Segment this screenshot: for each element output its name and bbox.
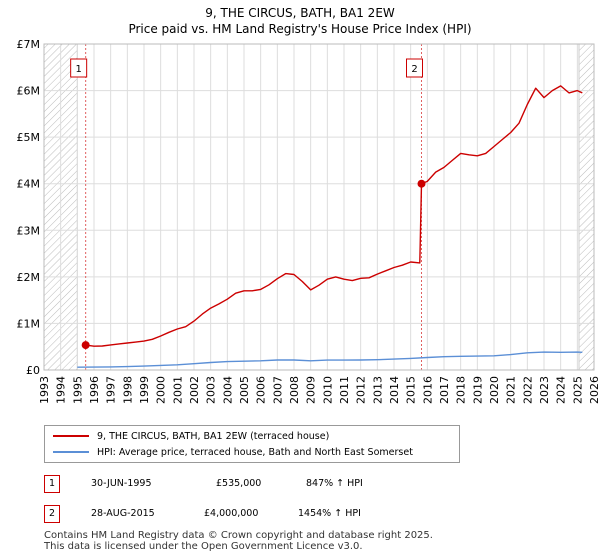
x-tick-label: 1998 xyxy=(121,376,134,404)
x-tick-label: 2012 xyxy=(355,376,368,404)
x-tick-label: 2009 xyxy=(305,376,318,404)
x-tick-label: 2017 xyxy=(438,376,451,404)
y-tick-label: £7M xyxy=(17,38,41,51)
x-tick-label: 2023 xyxy=(538,376,551,404)
legend-line-blue xyxy=(53,451,89,453)
x-tick-label: 2008 xyxy=(288,376,301,404)
legend-label: 9, THE CIRCUS, BATH, BA1 2EW (terraced h… xyxy=(97,430,330,442)
x-tick-label: 2000 xyxy=(155,376,168,404)
legend-item-hpi: HPI: Average price, terraced house, Bath… xyxy=(53,445,413,459)
footer: Contains HM Land Registry data © Crown c… xyxy=(44,530,433,552)
x-tick-label: 2003 xyxy=(205,376,218,404)
x-tick-label: 2005 xyxy=(238,376,251,404)
annotation-box xyxy=(70,58,88,78)
x-tick-label: 2021 xyxy=(505,376,518,404)
sale-point xyxy=(81,341,90,350)
x-tick-label: 1997 xyxy=(105,376,118,404)
licence-text: This data is licensed under the Open Gov… xyxy=(44,541,363,552)
x-tick-label: 2002 xyxy=(188,376,201,404)
legend-label: HPI: Average price, terraced house, Bath… xyxy=(97,446,413,458)
sale-date: 28-AUG-2015 xyxy=(91,508,155,519)
property-price-line xyxy=(85,85,583,347)
x-tick-label: 2025 xyxy=(571,376,584,404)
x-tick-label: 1999 xyxy=(138,376,151,404)
sale-price: £535,000 xyxy=(216,478,262,489)
x-tick-label: 2014 xyxy=(388,376,401,404)
chart-subtitle: Price paid vs. HM Land Registry's House … xyxy=(128,22,472,36)
x-tick-label: 2020 xyxy=(488,376,501,404)
price-chart: £0 £1M £2M £3M £4M £5M £6M £7M 1993 1994 1995 1996 1… xyxy=(17,38,600,404)
y-tick-label: £3M xyxy=(17,224,41,237)
x-tick-label: 2007 xyxy=(271,376,284,404)
sale-point xyxy=(417,179,426,188)
y-tick-label: £5M xyxy=(17,131,41,144)
sale-hpi-change: 1454% ↑ HPI xyxy=(298,508,361,519)
annotation-label: 2 xyxy=(411,64,417,75)
copyright-text: Contains HM Land Registry data © Crown c… xyxy=(44,530,433,541)
x-tick-label: 2018 xyxy=(455,376,468,404)
x-tick-label: 2024 xyxy=(555,376,568,404)
x-tick-label: 1996 xyxy=(88,376,101,404)
plot-area xyxy=(44,44,594,370)
legend-line-red xyxy=(53,435,89,437)
x-tick-label: 2010 xyxy=(321,376,334,404)
y-tick-label: £1M xyxy=(17,317,41,330)
sale-hpi-change: 847% ↑ HPI xyxy=(306,478,363,489)
x-tick-label: 2022 xyxy=(521,376,534,404)
y-tick-label: £2M xyxy=(17,271,41,284)
sale-marker: 2 xyxy=(44,505,60,523)
x-tick-label: 1993 xyxy=(38,376,51,404)
x-tick-label: 1995 xyxy=(71,376,84,404)
x-tick-label: 2011 xyxy=(338,376,351,404)
x-tick-label: 2001 xyxy=(171,376,184,404)
x-tick-label: 2026 xyxy=(588,376,600,404)
x-tick-label: 2019 xyxy=(471,376,484,404)
x-tick-label: 2004 xyxy=(221,376,234,404)
x-tick-label: 2015 xyxy=(405,376,418,404)
sale-price: £4,000,000 xyxy=(204,508,259,519)
y-tick-label: £6M xyxy=(17,85,41,98)
legend-item-property: 9, THE CIRCUS, BATH, BA1 2EW (terraced h… xyxy=(53,429,329,443)
x-tick-label: 1994 xyxy=(55,376,68,404)
chart-title: 9, THE CIRCUS, BATH, BA1 2EW xyxy=(205,6,395,20)
hpi-line xyxy=(77,351,583,368)
sale-marker: 1 xyxy=(44,475,60,493)
x-tick-label: 2016 xyxy=(421,376,434,404)
x-tick-label: 2006 xyxy=(255,376,268,404)
annotation-label: 1 xyxy=(75,64,81,75)
legend: 9, THE CIRCUS, BATH, BA1 2EW (terraced h… xyxy=(44,425,460,463)
annotation-box xyxy=(406,58,423,78)
y-tick-label: £4M xyxy=(17,178,41,191)
sale-date: 30-JUN-1995 xyxy=(91,478,152,489)
plot-frame xyxy=(43,43,595,371)
y-tick-label: £0 xyxy=(26,364,40,377)
x-tick-label: 2013 xyxy=(371,376,384,404)
